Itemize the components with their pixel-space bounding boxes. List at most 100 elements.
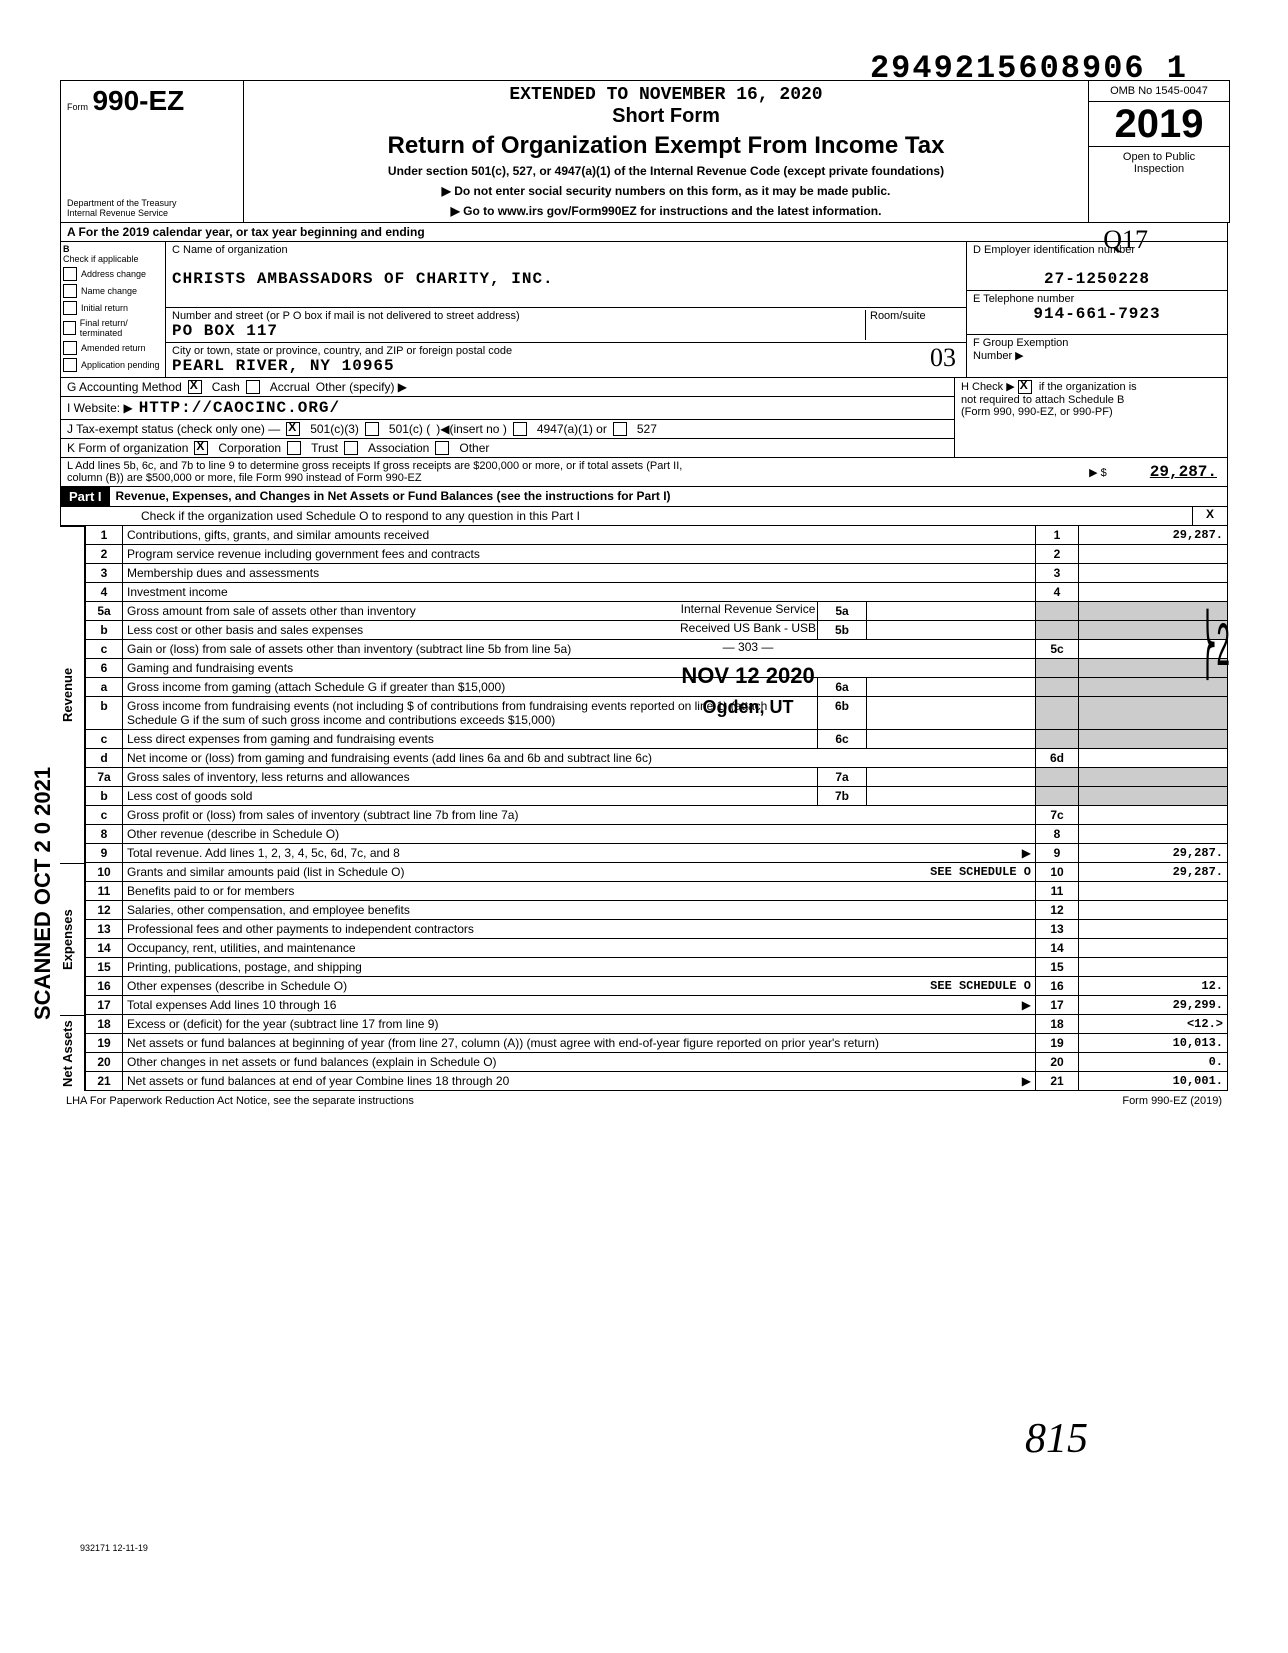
- form-foot: Form 990-EZ (2019): [1122, 1095, 1222, 1107]
- chk-501c3[interactable]: [286, 422, 300, 436]
- k-trust: Trust: [311, 441, 338, 455]
- chk-assoc[interactable]: [344, 441, 358, 455]
- arrow-icon: ▶: [1022, 998, 1031, 1012]
- side-net-assets: Net Assets: [60, 1015, 85, 1091]
- line-val: 12.: [1079, 977, 1228, 996]
- room-suite-label: Room/suite: [865, 310, 960, 340]
- col-de: D Employer identification number 27-1250…: [967, 242, 1227, 377]
- sub-num: 5a: [818, 602, 867, 621]
- line-val: 29,287.: [1079, 863, 1228, 882]
- chk-label: Application pending: [81, 360, 160, 370]
- col-c-org: C Name of organization CHRISTS AMBASSADO…: [166, 242, 967, 377]
- chk-amended-return[interactable]: Amended return: [63, 341, 163, 355]
- h-label3: not required to attach Schedule B: [961, 394, 1124, 406]
- form-label-small: Form: [67, 102, 88, 112]
- table-row: 7aGross sales of inventory, less returns…: [86, 768, 1228, 787]
- table-row: 8Other revenue (describe in Schedule O)8: [86, 825, 1228, 844]
- chk-label: Address change: [81, 269, 146, 279]
- line-desc: Excess or (deficit) for the year (subtra…: [123, 1015, 1036, 1034]
- form-number: Form 990-EZ: [67, 85, 237, 117]
- dln-number: 2949215608906 1: [870, 50, 1188, 87]
- street-label: Number and street (or P O box if mail is…: [172, 310, 865, 322]
- g-other: Other (specify) ▶: [316, 380, 407, 394]
- sub-num: 7b: [818, 787, 867, 806]
- handwritten-03: 03: [930, 343, 956, 373]
- line-val: 29,299.: [1079, 996, 1228, 1015]
- f-label2: Number ▶: [973, 349, 1221, 362]
- received-stamp: Internal Revenue Service Received US Ban…: [680, 600, 816, 722]
- chk-trust[interactable]: [287, 441, 301, 455]
- line-desc: Net income or (loss) from gaming and fun…: [123, 749, 1036, 768]
- row-l: L Add lines 5b, 6c, and 7b to line 9 to …: [60, 458, 1228, 487]
- chk-527[interactable]: [613, 422, 627, 436]
- table-row: bGross income from fundraising events (n…: [86, 697, 1228, 730]
- chk-cash[interactable]: [188, 380, 202, 394]
- part1-label: Part I: [61, 487, 110, 506]
- chk-initial-return[interactable]: Initial return: [63, 301, 163, 315]
- form-label-big: 990-EZ: [92, 85, 184, 116]
- main-title: Return of Organization Exempt From Incom…: [252, 132, 1080, 160]
- chk-address-change[interactable]: Address change: [63, 267, 163, 281]
- row-a-tax-year: A For the 2019 calendar year, or tax yea…: [60, 223, 1228, 242]
- sub-num: 6c: [818, 730, 867, 749]
- j-501c3: 501(c)(3): [310, 422, 359, 436]
- open-public-2: Inspection: [1091, 163, 1227, 175]
- table-row: bLess cost or other basis and sales expe…: [86, 621, 1228, 640]
- table-row: 14Occupancy, rent, utilities, and mainte…: [86, 939, 1228, 958]
- line-desc: Occupancy, rent, utilities, and maintena…: [123, 939, 1036, 958]
- chk-name-change[interactable]: Name change: [63, 284, 163, 298]
- sub-num: 5b: [818, 621, 867, 640]
- chk-application-pending[interactable]: Application pending: [63, 358, 163, 372]
- chk-accrual[interactable]: [246, 380, 260, 394]
- table-row: 3Membership dues and assessments3: [86, 564, 1228, 583]
- g-accrual: Accrual: [270, 380, 310, 394]
- open-public: Open to Public Inspection: [1089, 147, 1229, 179]
- chk-label: Name change: [81, 286, 137, 296]
- table-row: 4Investment income4: [86, 583, 1228, 602]
- g-cash: Cash: [212, 380, 240, 394]
- b-check-label: Check if applicable: [63, 254, 163, 264]
- line-desc: Total expenses Add lines 10 through 16: [127, 998, 336, 1012]
- subtitle: Under section 501(c), 527, or 4947(a)(1)…: [252, 164, 1080, 178]
- stamp-l1: Internal Revenue Service: [680, 600, 816, 619]
- table-row: 15Printing, publications, postage, and s…: [86, 958, 1228, 977]
- k-label: K Form of organization: [67, 441, 188, 455]
- chk-4947[interactable]: [513, 422, 527, 436]
- chk-corp[interactable]: [194, 441, 208, 455]
- revenue-table: 1Contributions, gifts, grants, and simil…: [85, 526, 1228, 863]
- g-label: G Accounting Method: [67, 380, 182, 394]
- line-desc: Other revenue (describe in Schedule O): [123, 825, 1036, 844]
- part1-x: X: [1192, 507, 1227, 525]
- j-501c: 501(c) (: [389, 422, 430, 436]
- line-val: 29,287.: [1079, 844, 1228, 863]
- h-label1: H Check ▶: [961, 381, 1015, 393]
- line-desc: Gaming and fundraising events: [123, 659, 1036, 678]
- line-desc: Less cost of goods sold: [123, 787, 818, 806]
- chk-501c[interactable]: [365, 422, 379, 436]
- line-desc: Net assets or fund balances at end of ye…: [127, 1074, 509, 1088]
- line-desc: Printing, publications, postage, and shi…: [123, 958, 1036, 977]
- line-desc: Less direct expenses from gaming and fun…: [123, 730, 818, 749]
- table-row: 9Total revenue. Add lines 1, 2, 3, 4, 5c…: [86, 844, 1228, 863]
- table-row: cGain or (loss) from sale of assets othe…: [86, 640, 1228, 659]
- dept-line1: Department of the Treasury: [67, 198, 237, 208]
- table-row: 2Program service revenue including gover…: [86, 545, 1228, 564]
- chk-schedule-b[interactable]: [1018, 380, 1032, 394]
- website-value: HTTP://CAOCINC.ORG/: [139, 399, 340, 417]
- side-expenses: Expenses: [60, 863, 85, 1015]
- h-check-block: H Check ▶ if the organization is not req…: [954, 378, 1227, 457]
- expenses-table: 10Grants and similar amounts paid (list …: [85, 863, 1228, 1015]
- e-label: E Telephone number: [973, 293, 1221, 305]
- l-amount: 29,287.: [1150, 463, 1221, 481]
- f-label: F Group Exemption: [973, 337, 1221, 349]
- chk-other-org[interactable]: [435, 441, 449, 455]
- line-desc: Grants and similar amounts paid (list in…: [127, 865, 404, 879]
- side-revenue: Revenue: [60, 526, 85, 863]
- chk-final-return[interactable]: Final return/ terminated: [63, 318, 163, 338]
- line-desc: Contributions, gifts, grants, and simila…: [123, 526, 1036, 545]
- sub-num: 7a: [818, 768, 867, 787]
- table-row: bLess cost of goods sold7b: [86, 787, 1228, 806]
- line-desc: Other expenses (describe in Schedule O): [127, 979, 347, 993]
- line-desc: Membership dues and assessments: [123, 564, 1036, 583]
- handwritten-q17: Q17: [1103, 225, 1148, 255]
